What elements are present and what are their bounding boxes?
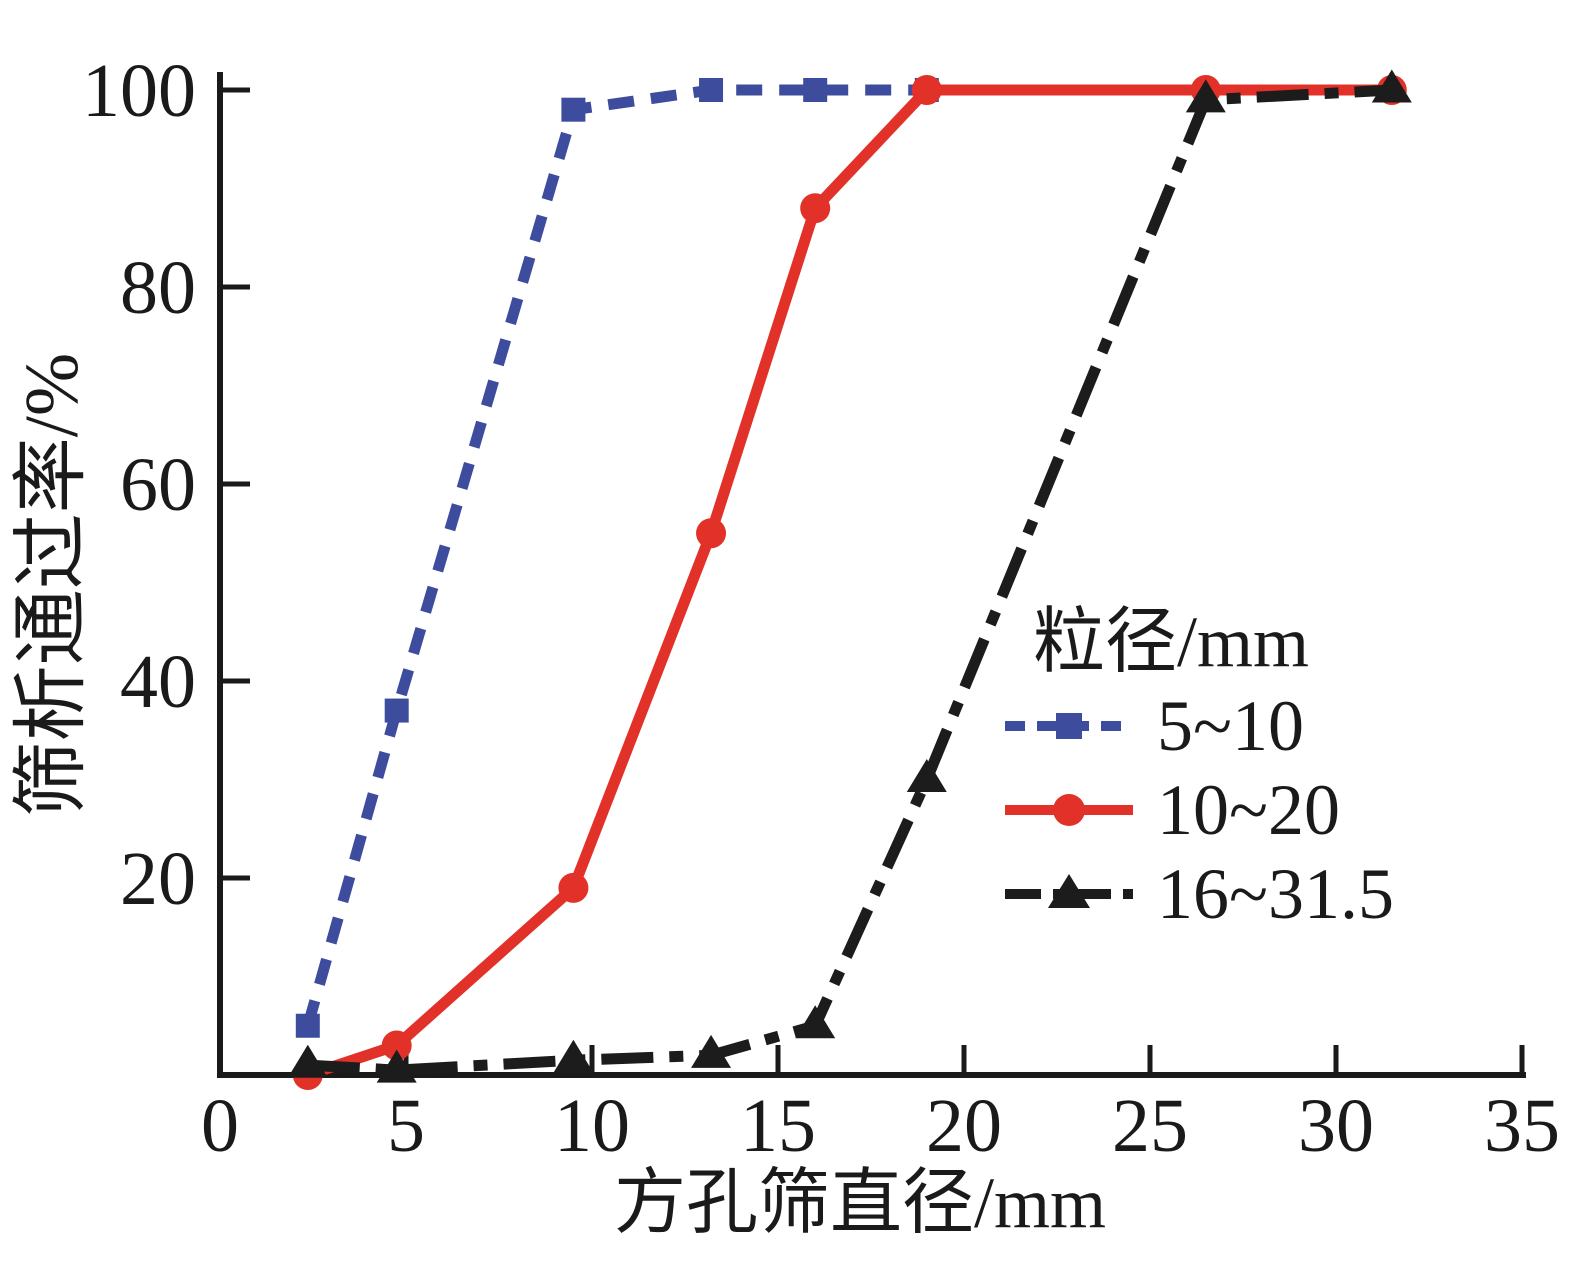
- legend-marker-circle: [1053, 794, 1085, 826]
- legend-item-5-10: 5~10: [1003, 684, 1483, 768]
- legend-swatch-solid-circle-icon: [1005, 794, 1133, 826]
- legend-title: 粒径/mm: [1033, 602, 1310, 682]
- x-tick-label-30: 30: [1298, 1084, 1374, 1168]
- data-point-10~20-13.2: [696, 518, 727, 549]
- legend-label-10-20: 10~20: [1157, 770, 1340, 850]
- legend-label-16-31-5: 16~31.5: [1157, 854, 1394, 934]
- data-point-16~31.5-2.36: [287, 1044, 328, 1078]
- legend-swatch-dashdot-triangle-icon: [1005, 874, 1133, 908]
- y-axis-label: 筛析通过率/%: [10, 352, 94, 818]
- data-point-16~31.5-16: [795, 1005, 836, 1039]
- data-point-16~31.5-19: [906, 759, 947, 793]
- series-line-16~31.5: [307, 84, 1393, 1076]
- data-point-16~31.5-31.5: [1371, 69, 1412, 103]
- data-point-5~10-2.36: [295, 1013, 320, 1038]
- legend-item-10-20: 10~20: [1003, 768, 1483, 852]
- x-tick-label-0: 0: [201, 1084, 239, 1168]
- y-tick-label-60: 60: [120, 443, 196, 527]
- legend-marker-square: [1056, 713, 1082, 739]
- x-axis-label: 方孔筛直径/mm: [613, 1163, 1106, 1243]
- data-point-16~31.5-26.5: [1185, 79, 1226, 113]
- x-tick-label-10: 10: [554, 1084, 630, 1168]
- series-line-5~10: [302, 84, 927, 1028]
- y-tick-label-40: 40: [120, 640, 196, 724]
- data-point-10~20-4.75: [381, 1030, 412, 1061]
- x-tick-label-20: 20: [926, 1084, 1002, 1168]
- data-point-5~10-13.2: [699, 78, 724, 102]
- data-point-5~10-4.75: [384, 698, 409, 723]
- legend-item-16-31-5: 16~31.5: [1003, 852, 1483, 936]
- data-point-10~20-16: [800, 193, 831, 224]
- legend-label-5-10: 5~10: [1157, 686, 1304, 766]
- data-point-16~31.5-13.2: [691, 1034, 732, 1068]
- y-tick-label-20: 20: [120, 837, 196, 921]
- y-tick-label-80: 80: [120, 246, 196, 330]
- x-tick-label-15: 15: [740, 1084, 816, 1168]
- axes: [217, 72, 1526, 1078]
- legend-marker-triangle: [1048, 874, 1090, 908]
- data-point-16~31.5-4.75: [376, 1049, 417, 1083]
- data-point-10~20-9.5: [558, 872, 589, 903]
- legend: 粒径/mm 5~10 10~20 16~31.5: [1003, 600, 1483, 936]
- data-point-5~10-16: [803, 78, 828, 102]
- x-tick-label-5: 5: [387, 1084, 425, 1168]
- x-tick-label-25: 25: [1112, 1084, 1188, 1168]
- legend-swatch-dashed-square-icon: [1005, 713, 1133, 739]
- data-point-10~20-19: [911, 75, 942, 105]
- x-tick-label-35: 35: [1484, 1084, 1560, 1168]
- data-point-5~10-9.5: [561, 97, 586, 122]
- series-line-10~20: [306, 84, 1392, 1081]
- data-point-16~31.5-9.5: [553, 1039, 594, 1073]
- y-tick-label-100: 100: [82, 49, 196, 133]
